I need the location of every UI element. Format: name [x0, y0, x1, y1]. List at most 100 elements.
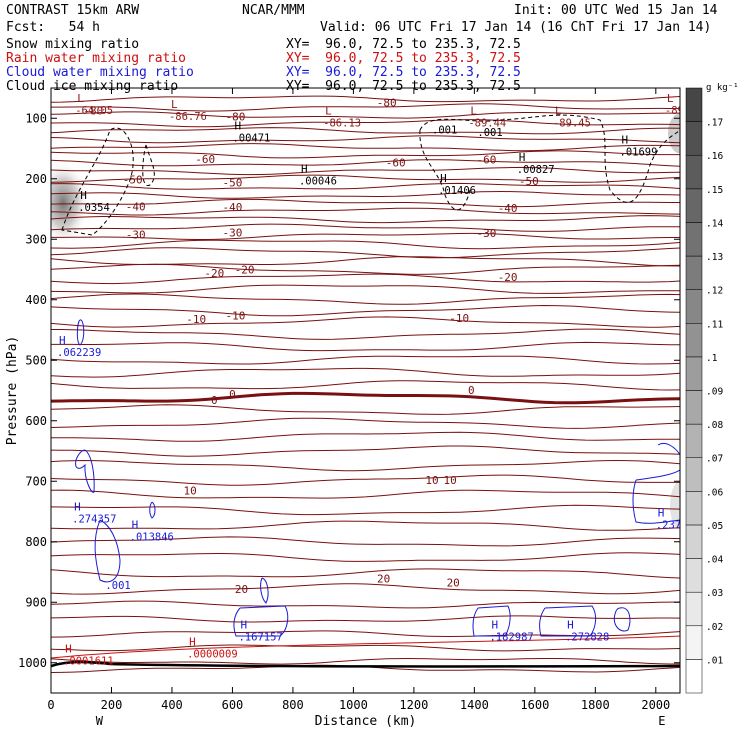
colorbar-segment [685, 524, 703, 559]
extremum-marker: .001 [105, 580, 130, 592]
x-tick-label: 0 [47, 698, 54, 712]
x-tick-label: 800 [282, 698, 304, 712]
temperature-contour-label: -30 [126, 228, 146, 241]
cloud-water-contour [233, 605, 289, 637]
temperature-contour [51, 143, 680, 152]
extremum-marker: H.182987 [489, 619, 533, 644]
colorbar-label: .17 [706, 118, 723, 129]
temperature-contour-label: 10 [183, 484, 196, 497]
colorbar-label: .05 [706, 521, 723, 532]
colorbar-label: .06 [706, 487, 723, 498]
extremum-marker: H.274357 [72, 501, 116, 526]
field-xy-snow: XY= 96.0, 72.5 to 235.3, 72.5 [286, 37, 521, 52]
temperature-contour-label: -20 [204, 267, 224, 280]
temperature-contour-label: -60 [195, 153, 215, 166]
colorbar-label: .07 [706, 454, 723, 465]
temperature-contour-label: -60 [477, 153, 497, 166]
colorbar-segment [685, 323, 703, 358]
plot-frame [50, 87, 681, 694]
extremum-value: .01699 [620, 146, 658, 158]
cloud-water-contour [472, 605, 511, 637]
temperature-contour [51, 657, 680, 665]
extremum-value: .272828 [565, 632, 609, 644]
colorbar-segment [685, 154, 703, 190]
extremum-value: .182987 [489, 632, 533, 644]
extremum-letter: H [234, 119, 241, 132]
extremum-letter: H [240, 619, 247, 632]
y-tick-label: 1000 [18, 656, 47, 670]
extremum-letter: H [74, 501, 81, 514]
temperature-contour [51, 474, 680, 486]
temperature-contour [51, 615, 680, 623]
temperature-contour [51, 232, 680, 240]
temperature-contour-label: 10 [444, 474, 457, 487]
colorbar-segment [685, 591, 703, 627]
temperature-contour [51, 504, 680, 516]
extremum-letter: L [77, 92, 84, 105]
x-tick-label: 1400 [460, 698, 489, 712]
extremum-value: -89 [665, 105, 684, 117]
extremum-letter: H [440, 172, 447, 185]
temperature-contour [51, 417, 680, 429]
endpoint-east: E [658, 714, 665, 728]
colorbar-segment [685, 188, 703, 223]
temperature-contour [51, 328, 680, 340]
extremum-value: -89.45 [553, 117, 591, 129]
extremum-marker: L-89.45 [553, 104, 591, 129]
colorbar-segment [685, 121, 703, 156]
field-label-cloud-water: Cloud water mixing ratio [6, 65, 194, 80]
temperature-contour [51, 445, 680, 457]
colorbar-segment [685, 289, 703, 324]
terrain-line [51, 660, 680, 668]
temperature-contour [51, 95, 680, 103]
extremum-value: .01406 [438, 185, 476, 197]
extremum-letter: L [171, 98, 178, 111]
field-label-snow: Snow mixing ratio [6, 37, 140, 52]
forecast-hour: Fcst: 54 h [6, 20, 100, 35]
extremum-value: .00046 [299, 175, 337, 187]
colorbar-unit: g kg⁻¹ [706, 83, 739, 93]
temperature-contour [51, 111, 680, 119]
extremum-value: .001 [477, 127, 502, 139]
temperature-contour-label: 20 [235, 583, 248, 596]
temperature-contour [51, 536, 680, 547]
temperature-contour [51, 135, 680, 144]
x-tick-label: 1200 [399, 698, 428, 712]
x-tick-label: 1800 [581, 698, 610, 712]
temperature-contour [51, 182, 680, 190]
temperature-contour [51, 223, 680, 232]
extremum-value: .23707 [656, 520, 694, 532]
temperature-contour [51, 316, 680, 328]
colorbar-label: .08 [706, 420, 723, 431]
temperature-contour [51, 273, 680, 285]
temperature-contour-label: -40 [498, 202, 518, 215]
temperature-contour-label: 0 [468, 384, 475, 397]
y-tick-label: 100 [25, 111, 47, 125]
snow-shading [670, 481, 680, 530]
extremum-marker: H.01699 [620, 133, 658, 158]
colorbar-segment [685, 457, 703, 492]
colorbar-segment [685, 255, 703, 290]
extremum-value: .167157 [238, 632, 282, 644]
cloud-water-contour [149, 501, 156, 519]
temperature-contour-label: -40 [223, 201, 243, 214]
temperature-contour [51, 520, 680, 531]
colorbar-segment [685, 87, 703, 122]
temperature-contour [51, 355, 680, 365]
temperature-contour-label: -80 [377, 97, 397, 110]
temperature-contour [51, 600, 680, 609]
colorbar-segment [685, 356, 703, 391]
colorbar-segment [685, 558, 703, 593]
x-tick-label: 2000 [641, 698, 670, 712]
cloud-ice-contour [419, 129, 471, 211]
y-tick-label: 600 [25, 414, 47, 428]
temperature-contour [51, 159, 680, 167]
field-xy-cloud-ice: XY= 96.0, 72.5 to 235.3, 72.5 [286, 79, 521, 94]
temperature-contour-label: -50 [123, 173, 143, 186]
extremum-marker: L-86.76 [169, 98, 207, 123]
temperature-contour [51, 166, 680, 176]
temperature-contour-label: 0 [229, 388, 236, 401]
temperature-contour-label: -30 [477, 227, 497, 240]
extremum-letter: H [80, 189, 87, 202]
